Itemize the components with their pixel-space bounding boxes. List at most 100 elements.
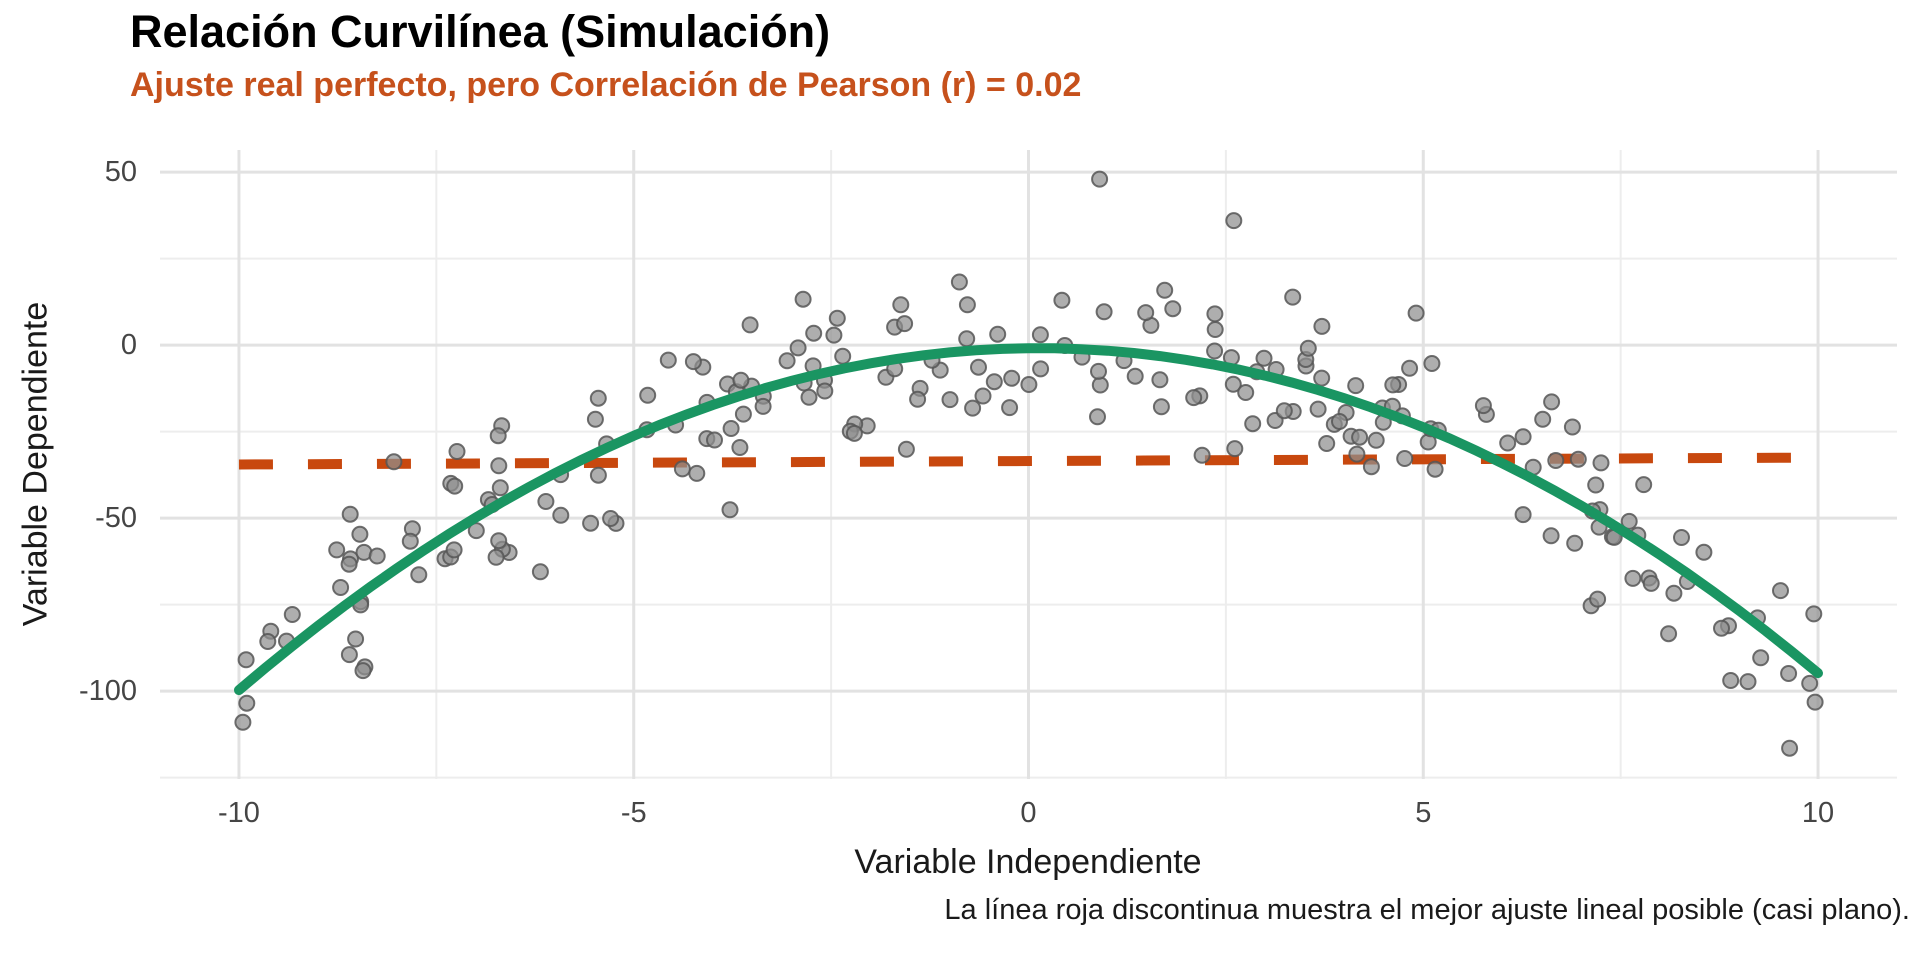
data-point — [834, 347, 852, 365]
data-point — [340, 646, 358, 664]
data-point — [1426, 460, 1444, 478]
data-point — [684, 353, 702, 371]
data-point — [1665, 584, 1683, 602]
data-point — [794, 290, 812, 308]
data-point — [490, 457, 508, 475]
data-point — [1635, 476, 1653, 494]
data-point — [1206, 305, 1224, 323]
data-point — [1348, 445, 1366, 463]
data-point — [825, 326, 843, 344]
data-point — [941, 391, 959, 409]
data-point — [589, 389, 607, 407]
data-point — [1152, 398, 1170, 416]
data-point — [1126, 367, 1144, 385]
data-point — [283, 606, 301, 623]
data-point — [1020, 376, 1038, 393]
scatter-points — [234, 170, 1824, 757]
data-point — [673, 460, 691, 478]
data-point — [1569, 450, 1587, 468]
data-point — [741, 316, 759, 334]
data-point — [328, 541, 346, 559]
data-point — [1255, 349, 1273, 367]
data-point — [1003, 369, 1021, 387]
data-point — [1673, 529, 1690, 546]
data-point — [1801, 674, 1819, 692]
data-point — [1299, 339, 1317, 357]
data-point — [1224, 375, 1242, 393]
data-point — [1805, 605, 1823, 623]
data-point — [805, 324, 823, 342]
data-point — [989, 325, 1007, 343]
data-point — [1226, 440, 1244, 458]
data-point — [354, 662, 372, 680]
data-point — [1713, 619, 1730, 637]
data-point — [531, 563, 549, 581]
x-tick-label: 5 — [1415, 797, 1432, 829]
data-point — [706, 431, 723, 449]
data-point — [552, 506, 570, 524]
data-point — [897, 440, 915, 458]
data-point — [1309, 400, 1327, 418]
y-tick-label: 50 — [104, 156, 137, 189]
data-point — [1514, 428, 1532, 446]
data-point — [1164, 300, 1182, 318]
data-point — [964, 399, 982, 417]
data-point — [1185, 389, 1203, 407]
data-point — [1806, 693, 1824, 711]
data-point — [1624, 569, 1642, 587]
data-point — [1660, 625, 1678, 643]
data-point — [1642, 574, 1660, 592]
data-point — [467, 522, 485, 540]
chart-title: Relación Curvilínea (Simulación) — [130, 6, 831, 57]
chart-subtitle: Ajuste real perfecto, pero Correlación d… — [130, 66, 1082, 104]
data-point — [1695, 543, 1713, 561]
data-point — [688, 464, 706, 482]
data-point — [659, 351, 677, 369]
data-point — [1543, 393, 1561, 411]
data-point — [1351, 428, 1369, 446]
data-point — [958, 330, 976, 348]
data-point — [1206, 342, 1224, 360]
data-point — [1566, 534, 1584, 552]
data-point — [385, 453, 403, 471]
data-point — [1318, 435, 1336, 452]
y-tick-label: 0 — [120, 329, 137, 362]
data-point — [845, 424, 863, 442]
data-point — [1739, 673, 1757, 691]
data-point — [1031, 326, 1049, 344]
data-point — [1542, 527, 1560, 545]
data-point — [602, 510, 620, 527]
data-point — [1587, 476, 1605, 494]
data-point — [754, 397, 772, 415]
data-point — [1563, 418, 1581, 436]
x-tick-label: -5 — [620, 797, 647, 829]
data-point — [1347, 377, 1365, 395]
data-point — [401, 532, 419, 550]
data-point — [1620, 512, 1638, 530]
data-point — [1137, 304, 1155, 322]
data-point — [1095, 303, 1113, 321]
data-point — [639, 386, 657, 404]
chart-caption: La línea roja discontinua muestra el mej… — [944, 894, 1910, 926]
data-point — [487, 548, 505, 566]
data-point — [816, 382, 834, 400]
true-fit-curve — [234, 343, 1823, 696]
data-point — [489, 427, 507, 445]
data-point — [909, 390, 927, 408]
data-point — [1514, 506, 1532, 524]
x-tick-label: 10 — [1801, 797, 1835, 829]
data-point — [1780, 665, 1798, 682]
data-point — [537, 493, 555, 510]
data-point — [1772, 582, 1789, 600]
data-point — [341, 505, 359, 523]
data-point — [1151, 371, 1169, 389]
data-point — [1053, 291, 1071, 309]
data-point — [1423, 355, 1441, 372]
x-axis-title: Variable Independiente — [854, 843, 1202, 881]
data-point — [1091, 170, 1109, 188]
data-point — [1237, 384, 1255, 401]
data-point — [800, 388, 818, 406]
data-point — [778, 352, 796, 370]
data-point — [1407, 304, 1425, 322]
